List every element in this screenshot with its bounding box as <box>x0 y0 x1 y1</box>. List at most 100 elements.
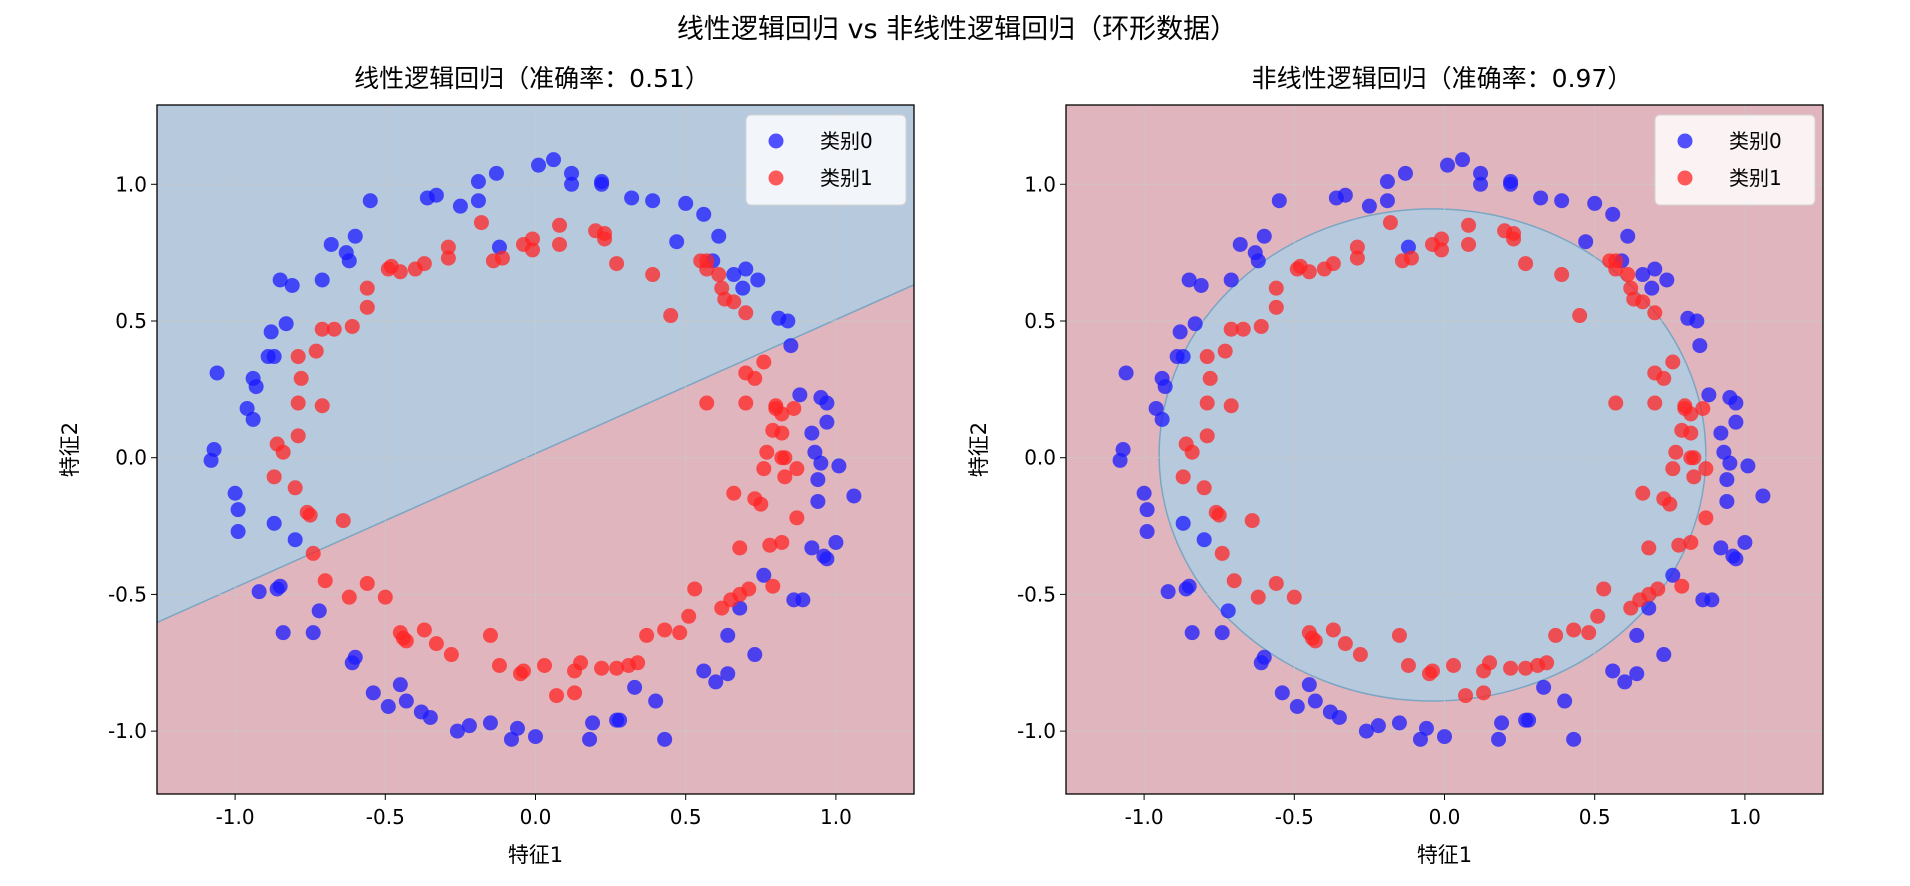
point-class0 <box>509 720 525 736</box>
point-class0 <box>828 534 844 550</box>
point-class1 <box>747 491 763 507</box>
point-class0 <box>248 379 264 395</box>
legend-label: 类别1 <box>820 166 873 190</box>
legend-marker-class1 <box>768 170 784 186</box>
point-class1 <box>687 581 703 597</box>
point-class0 <box>1175 515 1191 531</box>
point-class1 <box>1461 236 1477 252</box>
point-class1 <box>699 395 715 411</box>
point-class0 <box>1491 731 1507 747</box>
point-class0 <box>287 532 303 548</box>
point-class1 <box>609 256 625 272</box>
point-class0 <box>314 272 330 288</box>
point-class1 <box>1590 608 1606 624</box>
point-class0 <box>1112 452 1128 468</box>
legend-label: 类别0 <box>820 129 873 153</box>
point-class0 <box>1728 551 1744 567</box>
point-class1 <box>594 660 610 676</box>
point-class1 <box>1539 655 1555 671</box>
point-class0 <box>1554 193 1570 209</box>
point-class0 <box>645 193 661 209</box>
point-class1 <box>302 507 318 523</box>
point-class1 <box>597 231 613 247</box>
y-tick-label: 0.0 <box>1024 446 1056 470</box>
point-class1 <box>1650 581 1666 597</box>
point-class1 <box>1268 280 1284 296</box>
point-class1 <box>398 633 414 649</box>
y-tick-label: 1.0 <box>115 172 147 196</box>
point-class0 <box>585 715 601 731</box>
point-class1 <box>416 622 432 638</box>
point-class0 <box>1175 349 1191 365</box>
point-class1 <box>1352 647 1368 663</box>
point-class1 <box>317 573 333 589</box>
point-class1 <box>765 422 781 438</box>
point-class0 <box>720 627 736 643</box>
point-class0 <box>266 515 282 531</box>
point-class0 <box>1533 190 1549 206</box>
point-class1 <box>287 480 303 496</box>
point-class0 <box>1136 485 1152 501</box>
point-class1 <box>726 485 742 501</box>
point-class0 <box>1503 176 1519 192</box>
point-class0 <box>1629 666 1645 682</box>
point-class0 <box>696 663 712 679</box>
point-class1 <box>314 321 330 337</box>
point-class0 <box>1418 720 1434 736</box>
point-class1 <box>440 239 456 255</box>
point-class0 <box>362 193 378 209</box>
point-class0 <box>1701 387 1717 403</box>
point-class0 <box>263 324 279 340</box>
point-class1 <box>440 250 456 266</box>
y-tick-label: 0.5 <box>115 309 147 333</box>
plot-area <box>1066 105 1823 794</box>
point-class0 <box>1397 165 1413 181</box>
point-class1 <box>1647 305 1663 321</box>
point-class0 <box>1412 731 1428 747</box>
point-class1 <box>1458 688 1474 704</box>
point-class1 <box>645 267 661 283</box>
point-class0 <box>813 455 829 471</box>
point-class1 <box>1482 655 1498 671</box>
point-class0 <box>341 253 357 269</box>
legend-box <box>1654 114 1816 206</box>
x-tick-label: -0.5 <box>366 805 405 829</box>
point-class0 <box>1196 532 1212 548</box>
y-tick-label: -1.0 <box>108 719 147 743</box>
point-class1 <box>266 469 282 485</box>
point-class0 <box>846 488 862 504</box>
point-class1 <box>741 581 757 597</box>
point-class0 <box>1644 280 1660 296</box>
point-class1 <box>1349 239 1365 255</box>
point-class1 <box>359 299 375 315</box>
point-class1 <box>1325 622 1341 638</box>
point-class0 <box>1157 379 1173 395</box>
point-class1 <box>1674 578 1690 594</box>
legend-marker-class1 <box>1677 170 1693 186</box>
point-class0 <box>422 709 438 725</box>
point-class0 <box>1289 699 1305 715</box>
point-class0 <box>1605 663 1621 679</box>
point-class0 <box>1620 228 1636 244</box>
point-class0 <box>203 452 219 468</box>
point-class1 <box>443 647 459 663</box>
point-class0 <box>1187 316 1203 332</box>
point-class0 <box>531 157 547 173</box>
point-class0 <box>819 551 835 567</box>
point-class1 <box>1647 395 1663 411</box>
point-class1 <box>765 578 781 594</box>
point-class0 <box>696 206 712 222</box>
point-class0 <box>1139 524 1155 540</box>
panel-title: 线性逻辑回归（准确率：0.51） <box>354 64 710 93</box>
point-class0 <box>470 193 486 209</box>
point-class0 <box>1139 502 1155 518</box>
point-class1 <box>567 685 583 701</box>
y-tick-label: -0.5 <box>108 582 147 606</box>
point-class1 <box>344 318 360 334</box>
point-class1 <box>1608 261 1624 277</box>
point-class1 <box>738 395 754 411</box>
x-tick-label: 0.5 <box>1579 805 1611 829</box>
point-class0 <box>1181 272 1197 288</box>
point-class0 <box>819 414 835 430</box>
point-class0 <box>1379 174 1395 190</box>
